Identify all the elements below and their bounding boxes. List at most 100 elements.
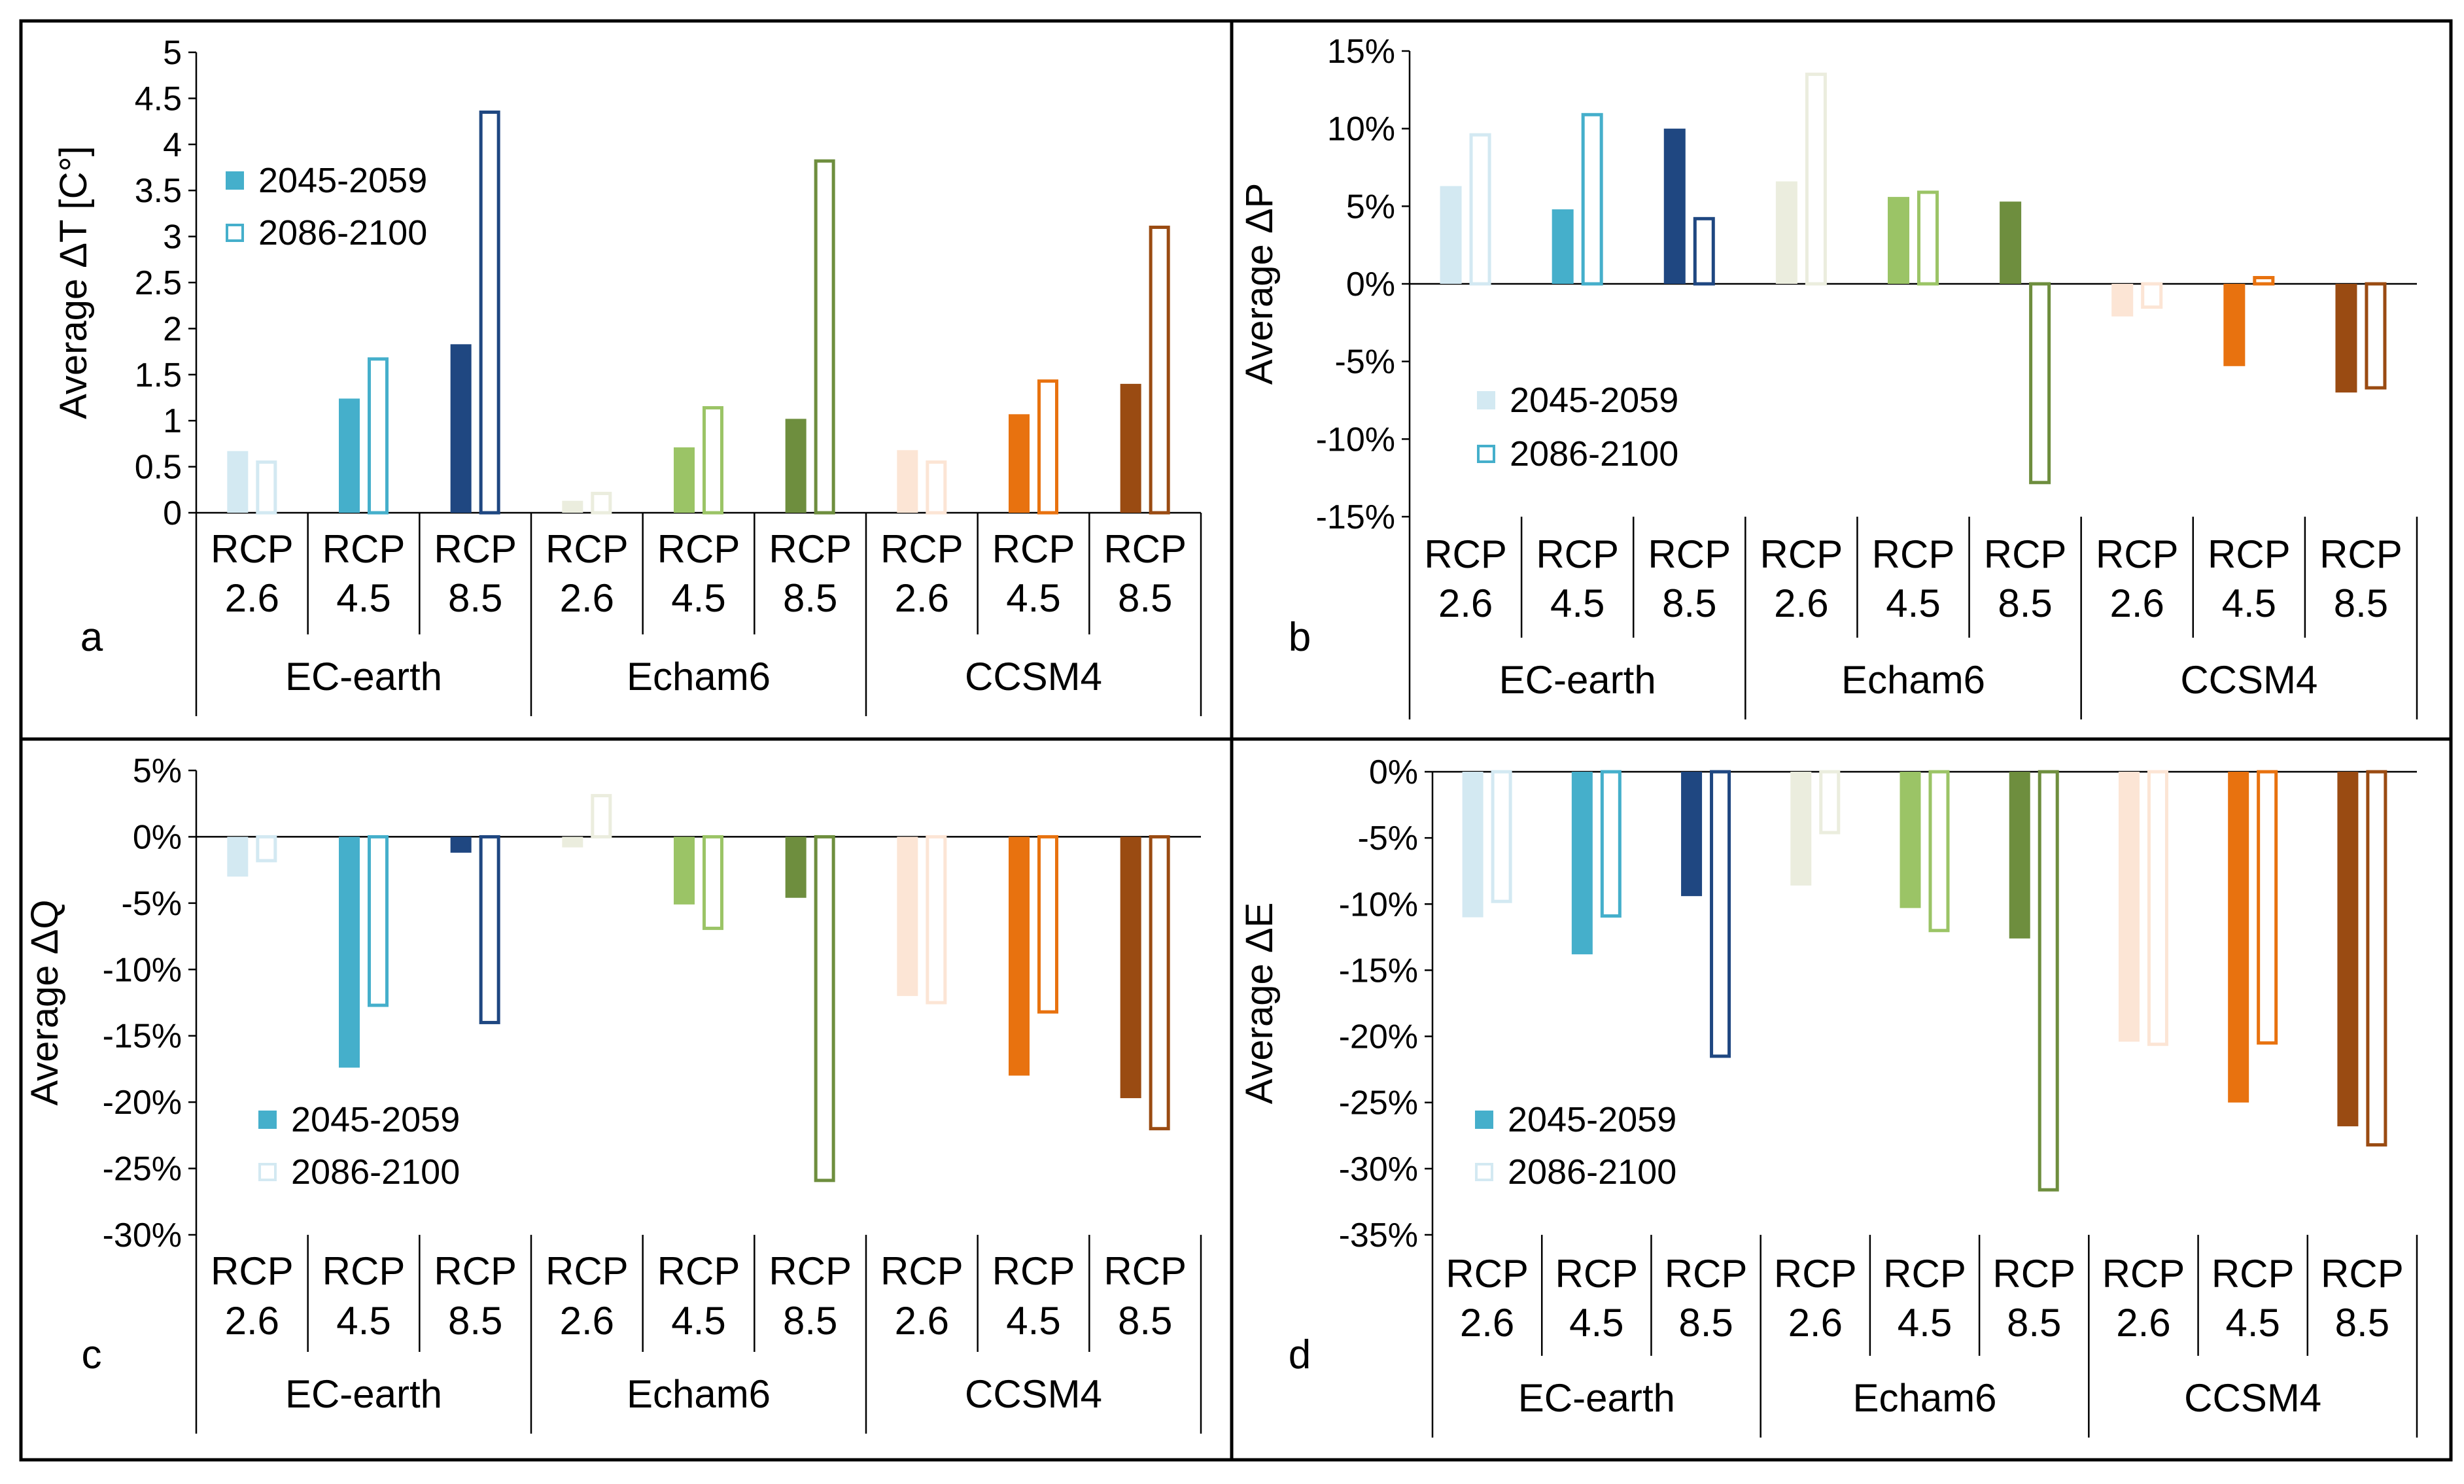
panel-b: -15% -10% -5% 0% 5% 10% 15% Average ΔP RCP 2.6 RCP… bbox=[1238, 33, 2418, 719]
bar-2086-2100 bbox=[926, 460, 947, 515]
legend-swatch-filled bbox=[1475, 1111, 1493, 1129]
y-axis-label: Average ΔE bbox=[1238, 903, 1281, 1105]
legend-label: 2086-2100 bbox=[258, 213, 427, 252]
model-label: EC-earth bbox=[1518, 1376, 1675, 1420]
legend-label: 2045-2059 bbox=[1508, 1100, 1676, 1139]
y-tick-label: 3.5 bbox=[135, 172, 182, 210]
legend-swatch-outline bbox=[258, 1163, 277, 1181]
y-tick-label: 2.5 bbox=[135, 264, 182, 302]
scenario-word-label: RCP bbox=[2102, 1252, 2185, 1296]
y-tick-label: 10% bbox=[1327, 111, 1395, 148]
bar-2086-2100 bbox=[1037, 379, 1058, 515]
y-axis-label: Average ΔQ bbox=[24, 900, 66, 1106]
legend-label: 2045-2059 bbox=[258, 161, 427, 200]
scenario-value-label: 4.5 bbox=[671, 1299, 725, 1343]
bar-2045-2059 bbox=[1900, 772, 1921, 908]
y-tick-label: 5 bbox=[163, 34, 182, 72]
scenario-value-label: 2.6 bbox=[2110, 581, 2164, 625]
bar-2045-2059 bbox=[2337, 772, 2359, 1127]
scenario-value-label: 4.5 bbox=[671, 576, 725, 620]
bar-2045-2059 bbox=[1120, 837, 1141, 1099]
bar-2086-2100 bbox=[2365, 282, 2387, 390]
y-tick-label: -20% bbox=[1339, 1018, 1418, 1056]
scenario-value-label: 4.5 bbox=[1006, 576, 1060, 620]
y-tick-label: 4.5 bbox=[135, 80, 182, 118]
scenario-value-label: 4.5 bbox=[1006, 1299, 1060, 1343]
bar-2045-2059 bbox=[562, 500, 583, 513]
scenario-word-label: RCP bbox=[657, 527, 740, 571]
bar-2045-2059 bbox=[2111, 284, 2134, 317]
bar-2086-2100 bbox=[1149, 226, 1170, 515]
model-label: Echam6 bbox=[627, 1372, 771, 1416]
model-label: EC-earth bbox=[1499, 658, 1656, 702]
scenario-word-label: RCP bbox=[992, 527, 1075, 571]
bar-2045-2059 bbox=[2000, 201, 2022, 284]
bar-2086-2100 bbox=[1805, 73, 1827, 286]
scenario-word-label: RCP bbox=[1555, 1252, 1638, 1296]
bar-2086-2100 bbox=[368, 835, 389, 1007]
bar-2086-2100 bbox=[703, 835, 723, 930]
bar-2086-2100 bbox=[1491, 770, 1512, 903]
bar-2086-2100 bbox=[256, 835, 277, 863]
scenario-word-label: RCP bbox=[546, 1249, 629, 1293]
bar-2086-2100 bbox=[479, 111, 500, 515]
scenario-value-label: 8.5 bbox=[2334, 581, 2388, 625]
scenario-value-label: 4.5 bbox=[1898, 1301, 1952, 1345]
scenario-word-label: RCP bbox=[1103, 1249, 1187, 1293]
y-tick-label: 15% bbox=[1327, 33, 1395, 71]
scenario-word-label: RCP bbox=[1883, 1252, 1966, 1296]
scenario-word-label: RCP bbox=[880, 527, 963, 571]
bar-2086-2100 bbox=[2038, 770, 2059, 1192]
y-tick-label: -25% bbox=[1339, 1084, 1418, 1122]
scenario-word-label: RCP bbox=[1665, 1252, 1748, 1296]
bar-2045-2059 bbox=[674, 837, 695, 905]
legend-label: 2086-2100 bbox=[291, 1152, 460, 1192]
bar-2086-2100 bbox=[1581, 112, 1603, 286]
bar-2045-2059 bbox=[897, 450, 918, 513]
scenario-value-label: 4.5 bbox=[1550, 581, 1605, 625]
scenario-value-label: 2.6 bbox=[1438, 581, 1493, 625]
bar-2086-2100 bbox=[591, 491, 612, 515]
y-tick-label: 1 bbox=[163, 402, 182, 440]
scenario-word-label: RCP bbox=[1774, 1252, 1857, 1296]
scenario-word-label: RCP bbox=[322, 527, 406, 571]
model-label: Echam6 bbox=[627, 655, 771, 699]
bar-2086-2100 bbox=[1037, 835, 1058, 1014]
model-label: CCSM4 bbox=[965, 1372, 1102, 1416]
bar-2086-2100 bbox=[2253, 276, 2275, 286]
bar-2045-2059 bbox=[1552, 209, 1574, 284]
legend-swatch-outline bbox=[1475, 1163, 1493, 1181]
scenario-value-label: 2.6 bbox=[2116, 1301, 2170, 1345]
y-tick-label: -35% bbox=[1339, 1217, 1418, 1254]
y-tick-label: 4 bbox=[163, 126, 182, 164]
model-label: EC-earth bbox=[285, 1372, 442, 1416]
y-tick-label: -10% bbox=[1316, 421, 1395, 458]
scenario-value-label: 8.5 bbox=[1678, 1301, 1733, 1345]
y-tick-label: -5% bbox=[1335, 343, 1395, 381]
model-label: CCSM4 bbox=[2184, 1376, 2321, 1420]
bar-2045-2059 bbox=[1888, 197, 1909, 284]
scenario-word-label: RCP bbox=[211, 527, 294, 571]
bar-2086-2100 bbox=[926, 835, 947, 1005]
y-tick-label: -15% bbox=[1316, 498, 1395, 536]
y-tick-label: -15% bbox=[1339, 952, 1418, 990]
bar-2086-2100 bbox=[1819, 770, 1841, 835]
bar-2045-2059 bbox=[1462, 772, 1484, 918]
legend-label: 2086-2100 bbox=[1508, 1152, 1676, 1192]
bar-2086-2100 bbox=[1928, 770, 1950, 933]
bar-2045-2059 bbox=[339, 398, 360, 513]
panel-a: 0 0.5 1 1.5 2 2.5 3 3.5 4 4.5 5 Average ΔT [C°] RCP 2… bbox=[52, 34, 1202, 716]
scenario-value-label: 8.5 bbox=[1118, 1299, 1172, 1343]
bar-2045-2059 bbox=[785, 419, 807, 513]
y-tick-label: 5% bbox=[133, 752, 182, 790]
scenario-value-label: 4.5 bbox=[1569, 1301, 1623, 1345]
legend-swatch-filled bbox=[258, 1111, 277, 1129]
scenario-word-label: RCP bbox=[657, 1249, 740, 1293]
scenario-word-label: RCP bbox=[2212, 1252, 2295, 1296]
scenario-value-label: 4.5 bbox=[1886, 581, 1940, 625]
y-tick-label: 5% bbox=[1346, 188, 1395, 226]
bar-2086-2100 bbox=[2147, 770, 2168, 1046]
y-tick-label: -30% bbox=[103, 1217, 182, 1254]
scenario-value-label: 8.5 bbox=[783, 1299, 837, 1343]
